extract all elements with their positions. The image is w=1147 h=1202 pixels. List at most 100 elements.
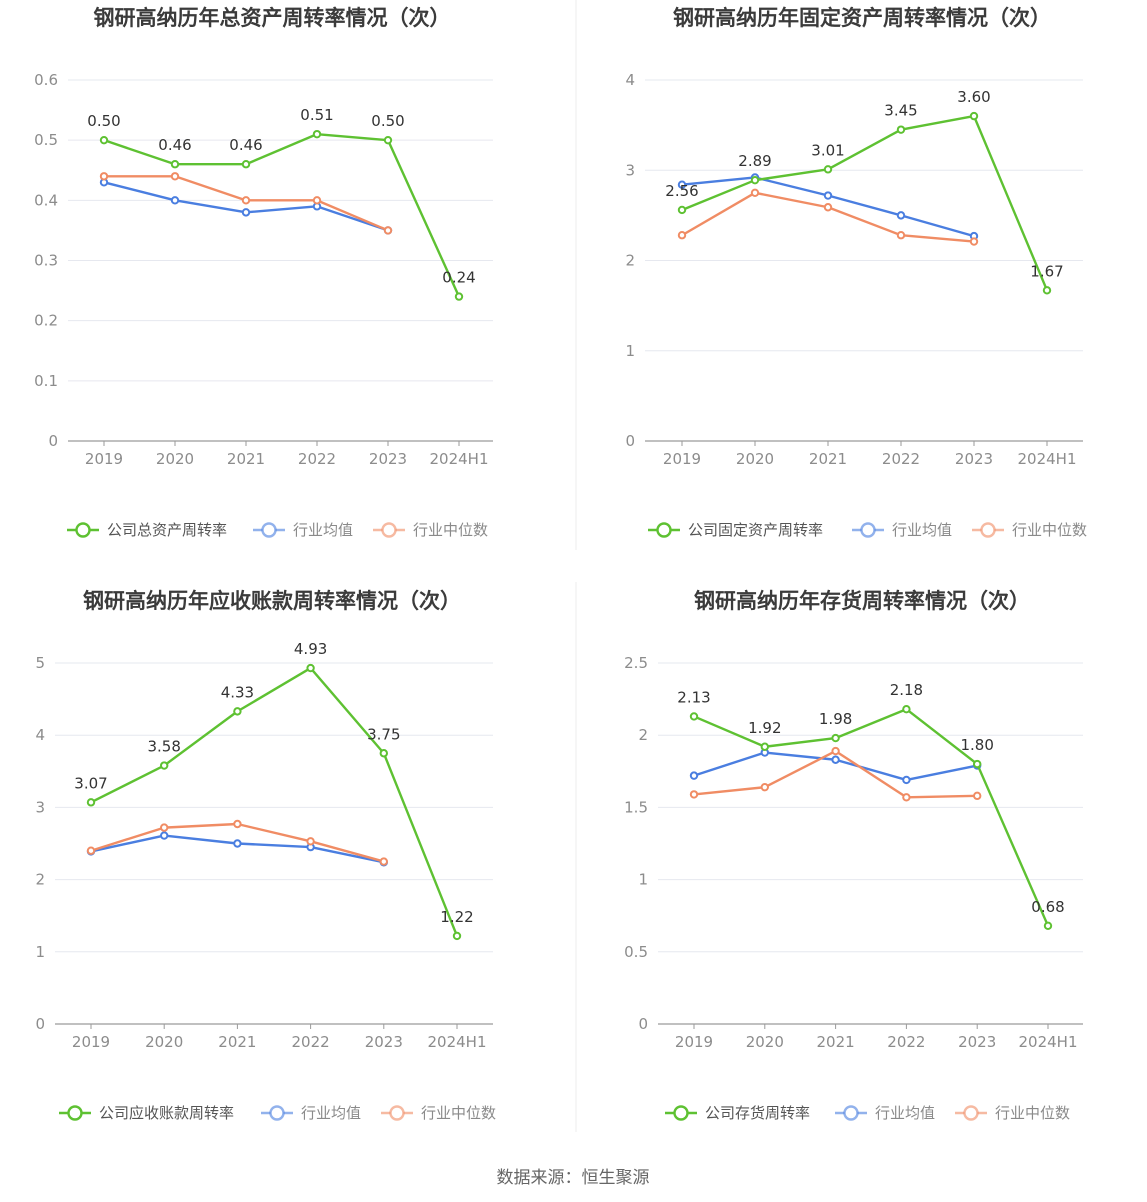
x-tick-label: 2020	[746, 1033, 784, 1051]
receivables-turnover-chart: 钢研高纳历年应收账款周转率情况（次） 0 1 2 3 4 5 2019 2020 2021 2022…	[35, 589, 496, 1122]
data-label: 2.13	[677, 688, 710, 706]
y-tick-label: 0.2	[34, 312, 58, 330]
median-point	[689, 790, 699, 799]
legend-mean-label: 行业均值	[293, 521, 353, 539]
y-tick-label: 0.3	[34, 252, 58, 270]
x-tick-label: 2024H1	[1018, 450, 1077, 468]
mean-series-line	[103, 181, 389, 232]
company-point	[241, 160, 251, 169]
median-series-line	[681, 191, 975, 243]
y-tick-label: 3	[625, 161, 635, 179]
x-tick-label: 2023	[955, 450, 993, 468]
company-point	[170, 160, 180, 169]
x-tick-label: 2022	[887, 1033, 925, 1051]
y-tick-label: 4	[35, 726, 45, 744]
chart-title: 钢研高纳历年固定资产周转率情况（次）	[673, 6, 1051, 30]
median-point	[973, 791, 982, 801]
x-tick-label: 2024H1	[430, 450, 489, 468]
y-tick-label: 2.5	[624, 654, 648, 672]
mean-point	[233, 839, 242, 848]
x-tick-label: 2022	[292, 1033, 330, 1051]
median-point	[750, 188, 760, 198]
x-tick-label: 2021	[218, 1033, 256, 1051]
median-point	[241, 196, 251, 205]
legend-company-label: 公司固定资产周转率	[688, 521, 823, 539]
data-label: 1.80	[960, 736, 993, 754]
mean-point	[823, 191, 833, 200]
legend-median-label: 行业中位数	[995, 1104, 1070, 1122]
y-tick-label: 5	[35, 654, 45, 672]
mean-point	[160, 831, 169, 840]
legend-company-marker	[656, 522, 672, 538]
data-label: 0.24	[442, 269, 475, 287]
mean-point	[241, 208, 251, 217]
x-tick-label: 2020	[145, 1033, 183, 1051]
data-label: 3.60	[957, 88, 990, 106]
data-label: 3.01	[811, 141, 844, 159]
data-label: 1.67	[1030, 262, 1063, 280]
data-label: 0.51	[300, 106, 333, 124]
company-point	[823, 165, 833, 174]
median-point	[233, 819, 242, 829]
y-tick-label: 0	[48, 432, 58, 450]
x-tick-label: 2021	[227, 450, 265, 468]
legend-company-marker	[75, 522, 91, 538]
y-tick-label: 2	[638, 726, 648, 744]
legend-mean-marker	[860, 522, 876, 538]
x-tick-label: 2023	[365, 1033, 403, 1051]
data-label: 3.07	[74, 774, 107, 792]
mean-point	[677, 180, 687, 189]
legend-mean-marker	[269, 1105, 285, 1121]
company-point	[86, 798, 96, 807]
legend-company-marker	[673, 1105, 689, 1121]
chart-title: 钢研高纳历年存货周转率情况（次）	[694, 589, 1030, 613]
company-point	[454, 292, 464, 301]
y-tick-label: 0.5	[624, 943, 648, 961]
y-tick-label: 2	[625, 252, 635, 270]
x-tick-label: 2021	[809, 450, 847, 468]
legend-median-marker	[381, 522, 397, 538]
legend-company-label: 公司存货周转率	[705, 1104, 810, 1122]
x-tick-label: 2019	[663, 450, 701, 468]
y-tick-label: 0	[35, 1015, 45, 1033]
chart-title: 钢研高纳历年应收账款周转率情况（次）	[83, 589, 461, 613]
x-tick-label: 2019	[85, 450, 123, 468]
median-point	[99, 172, 109, 181]
data-label: 1.92	[748, 719, 781, 737]
company-point	[99, 135, 109, 145]
company-series-line	[681, 114, 1049, 291]
median-point	[677, 231, 687, 240]
inventory-turnover-chart: 钢研高纳历年存货周转率情况（次） 0 0.5 1 1.5 2 2.5 2019 2020 2021…	[624, 589, 1083, 1122]
median-point	[379, 857, 388, 866]
legend-median-marker	[963, 1105, 979, 1121]
x-tick-label: 2024H1	[428, 1033, 487, 1051]
legend-company-label: 公司总资产周转率	[107, 521, 227, 539]
median-point	[170, 172, 180, 181]
y-tick-label: 0	[625, 432, 635, 450]
mean-point	[689, 771, 699, 780]
y-tick-label: 0	[638, 1015, 648, 1033]
company-point	[969, 111, 979, 121]
data-label: 0.46	[229, 136, 262, 154]
data-label: 3.58	[147, 738, 180, 756]
data-source: 数据来源：恒生聚源	[497, 1168, 650, 1188]
legend-median-label: 行业中位数	[1012, 521, 1087, 539]
mean-point	[831, 755, 840, 764]
median-point	[306, 837, 315, 846]
company-point	[379, 749, 388, 758]
y-tick-label: 0.4	[34, 191, 58, 209]
y-tick-label: 1	[35, 943, 45, 961]
company-point	[306, 663, 315, 673]
data-label: 1.98	[819, 710, 852, 728]
median-point	[312, 196, 322, 205]
legend-median-marker	[389, 1105, 405, 1121]
legend-mean-marker	[261, 522, 277, 538]
x-tick-label: 2024H1	[1019, 1033, 1078, 1051]
data-label: 0.50	[87, 112, 120, 130]
y-tick-label: 2	[35, 871, 45, 889]
company-point	[750, 175, 760, 185]
x-tick-label: 2020	[156, 450, 194, 468]
data-label: 4.33	[221, 683, 254, 701]
data-label: 0.46	[158, 136, 191, 154]
